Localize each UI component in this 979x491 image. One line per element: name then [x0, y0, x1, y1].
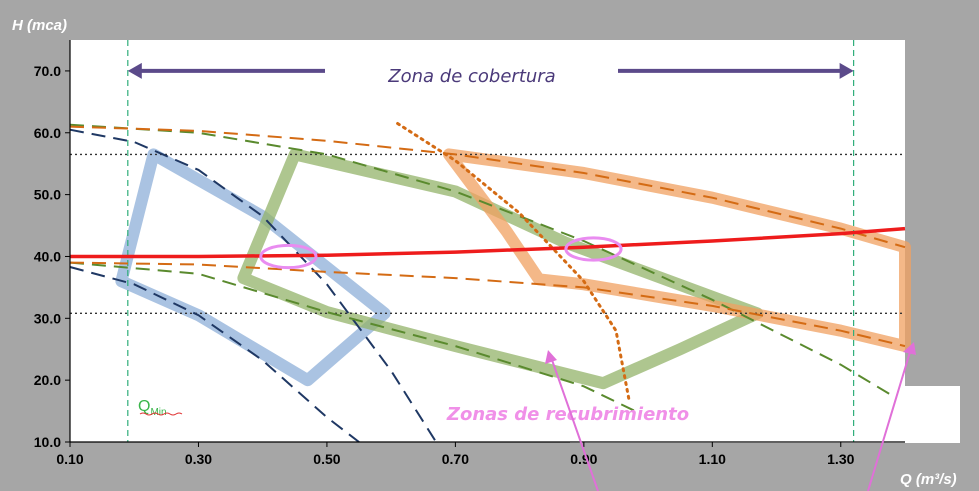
system-curve-line [70, 226, 906, 259]
pointer-arrowhead-left [545, 350, 557, 364]
x-tick-label: 0.50 [313, 451, 340, 467]
overlap-ellipse-1 [564, 236, 623, 262]
coverage-zone-label: Zona de cobertura [387, 66, 555, 87]
y-tick-label: 50.0 [34, 187, 61, 203]
system-curve-group [70, 226, 906, 259]
overlap-ellipse-0 [259, 243, 318, 270]
pump-curve-line-4 [69, 261, 636, 413]
y-tick-label: 60.0 [34, 125, 61, 141]
coverage-arrows [127, 62, 854, 79]
axes [65, 40, 905, 447]
x-axis-title: Q (m³/s) [900, 471, 957, 488]
x-tick-label: 0.70 [442, 451, 469, 467]
pointer-arrows [545, 342, 916, 491]
reference-lines [70, 40, 905, 442]
qmin-label: QMin [138, 398, 167, 418]
tick-labels: 10.0 20.0 30.0 40.0 50.0 60.0 70.0 0.10 0.30 0.50… [34, 63, 855, 467]
pump-curve-line-6 [69, 261, 906, 348]
coverage-arrowhead-right [839, 62, 854, 79]
annotation-box [570, 386, 960, 443]
pump-curve-line-5 [69, 125, 906, 249]
x-tick-label: 0.10 [56, 451, 83, 467]
y-tick-label: 30.0 [34, 310, 61, 326]
x-tick-label: 1.10 [699, 451, 726, 467]
x-tick-label: 1.30 [827, 451, 854, 467]
x-tick-label: 0.90 [570, 451, 597, 467]
pump-curve-line-2 [69, 266, 360, 443]
y-tick-label: 70.0 [34, 63, 61, 79]
x-tick-label: 0.30 [185, 451, 212, 467]
spellcheck-underline [139, 412, 183, 416]
y-tick-label: 10.0 [34, 434, 61, 450]
pointer-arrowhead-right [903, 342, 916, 355]
pointer-arrow-right [867, 351, 911, 491]
overlap-zones-label: Zonas de recubrimiento [446, 404, 689, 425]
overlap-markers [259, 236, 623, 270]
y-axis-title: H (mca) [12, 17, 67, 34]
y-tick-label: 40.0 [34, 248, 61, 264]
pointer-arrow-left [551, 359, 599, 491]
coverage-arrowhead-left [127, 62, 142, 79]
operating-zone-band-9 [237, 148, 764, 390]
y-tick-label: 20.0 [34, 372, 61, 388]
qmin-main: Q [138, 398, 150, 415]
plot-area [70, 40, 905, 442]
qmin-subscript: Min [150, 407, 166, 418]
